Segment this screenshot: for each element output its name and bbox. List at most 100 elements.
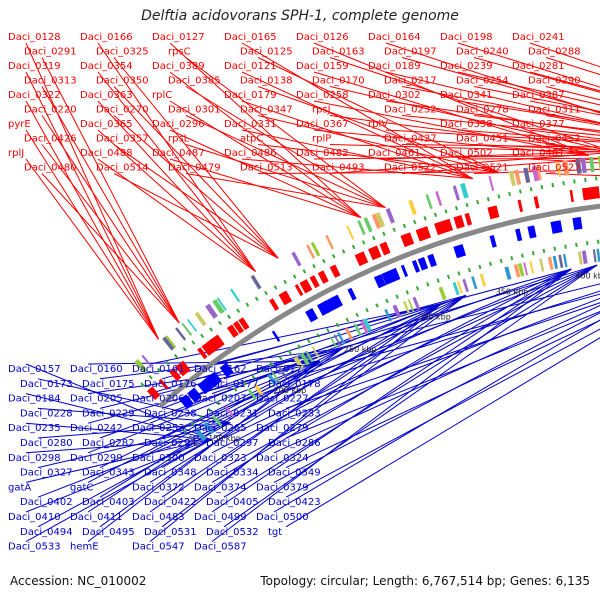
gene-label[interactable]: Daci_0347 xyxy=(240,105,293,116)
gene-label[interactable]: Daci_0363 xyxy=(80,90,133,101)
gene-label[interactable]: Daci_0173 xyxy=(20,379,73,390)
gene-label[interactable]: Daci_0357 xyxy=(96,134,149,145)
gene-label[interactable]: Daci_0172 xyxy=(256,364,309,375)
gene-label[interactable]: Daci_0170 xyxy=(312,76,365,87)
gene-label[interactable]: Daci_0231 xyxy=(206,408,259,419)
gene-label[interactable]: Daci_0128 xyxy=(8,32,61,43)
gene-label[interactable]: Daci_0207 xyxy=(194,394,247,405)
gene-label[interactable]: Daci_0157 xyxy=(8,364,61,375)
gene-label[interactable]: Daci_0296 xyxy=(152,119,205,130)
gene-label[interactable]: Daci_0301 xyxy=(168,105,221,116)
gene-label[interactable]: rplJ xyxy=(8,148,24,159)
gene-label[interactable]: Daci_0240 xyxy=(456,47,509,58)
gene-label[interactable]: Daci_0176 xyxy=(144,379,197,390)
gene-label[interactable]: Daci_0197 xyxy=(384,47,437,58)
gene-label[interactable]: rpsC xyxy=(168,47,191,58)
gene-label[interactable]: Daci_0481 xyxy=(512,148,565,159)
gene-label[interactable]: Daci_0258 xyxy=(296,90,349,101)
gene-label[interactable]: Daci_0547 xyxy=(132,542,185,553)
gene-label[interactable]: Daci_0242 xyxy=(70,423,123,434)
gene-label[interactable]: Daci_0241 xyxy=(512,32,565,43)
gene-label[interactable]: Daci_0163 xyxy=(312,47,365,58)
gene-label[interactable]: Daci_0426 xyxy=(24,134,77,145)
gene-label[interactable]: Daci_0233 xyxy=(268,408,321,419)
gene-label[interactable]: Daci_0162 xyxy=(194,364,247,375)
gene-label[interactable]: Daci_0480 xyxy=(24,163,77,174)
gene-label[interactable]: Daci_0377 xyxy=(512,119,565,130)
gene-label[interactable]: Daci_0217 xyxy=(384,76,437,87)
gene-label[interactable]: Daci_0302 xyxy=(368,90,421,101)
gene-label[interactable]: Daci_0451 xyxy=(456,134,509,145)
gene-label[interactable]: Daci_0499 xyxy=(194,512,247,523)
gene-label[interactable]: rpsL xyxy=(168,134,190,145)
gene-label[interactable]: Daci_0334 xyxy=(206,468,259,479)
gene-label[interactable]: Daci_0403 xyxy=(82,497,135,508)
gene-label[interactable]: Daci_0281 xyxy=(512,61,565,72)
gene-label[interactable]: Daci_0372 xyxy=(132,482,185,493)
gene-label[interactable]: Daci_0374 xyxy=(194,482,247,493)
gene-label[interactable]: Daci_0282 xyxy=(82,438,135,449)
gene-label[interactable]: Daci_0502 xyxy=(440,148,493,159)
gene-label[interactable]: Daci_0348 xyxy=(144,468,197,479)
gene-label[interactable]: Daci_0166 xyxy=(80,32,133,43)
gene-label[interactable]: Daci_0487 xyxy=(152,148,205,159)
gene-label[interactable]: Daci_0290 xyxy=(528,76,581,87)
gene-label[interactable]: Daci_0125 xyxy=(240,47,293,58)
gene-label[interactable]: atpC xyxy=(240,134,263,145)
gene-label[interactable]: gatC xyxy=(70,482,93,493)
gene-label[interactable]: Daci_0461 xyxy=(368,148,421,159)
gene-label[interactable]: Daci_0228 xyxy=(20,408,73,419)
gene-label[interactable]: Daci_0405 xyxy=(206,497,259,508)
gene-label[interactable]: Daci_0297 xyxy=(206,438,259,449)
gene-label[interactable]: Daci_0189 xyxy=(368,61,421,72)
gene-label[interactable]: Daci_0422 xyxy=(144,497,197,508)
gene-label[interactable]: Daci_0294 xyxy=(144,438,197,449)
gene-label[interactable]: Daci_0587 xyxy=(194,542,247,553)
gene-label[interactable]: Daci_0121 xyxy=(224,61,277,72)
gene-label[interactable]: Daci_0531 xyxy=(144,527,197,538)
gene-label[interactable]: Daci_0227 xyxy=(256,394,309,405)
gene-label[interactable]: Daci_0514 xyxy=(96,163,149,174)
gene-label[interactable]: Daci_0522 xyxy=(384,163,437,174)
gene-label[interactable]: Daci_0338 xyxy=(440,119,493,130)
gene-label[interactable]: Daci_0500 xyxy=(256,512,309,523)
gene-label[interactable]: Daci_0387 xyxy=(512,90,565,101)
gene-label[interactable]: Daci_0331 xyxy=(224,119,277,130)
gene-label[interactable]: Daci_0206 xyxy=(132,394,185,405)
gene-label[interactable]: Daci_0299 xyxy=(70,453,123,464)
gene-label[interactable]: Daci_0198 xyxy=(440,32,493,43)
gene-label[interactable]: Daci_0410 xyxy=(8,512,61,523)
gene-label[interactable]: Daci_0265 xyxy=(194,423,247,434)
gene-label[interactable]: Daci_0165 xyxy=(224,32,277,43)
gene-label[interactable]: Daci_0138 xyxy=(240,76,293,87)
gene-label[interactable]: Daci_0452 xyxy=(528,134,581,145)
gene-label[interactable]: Daci_0411 xyxy=(70,512,123,523)
gene-label[interactable]: Daci_0327 xyxy=(20,468,73,479)
gene-label[interactable]: Daci_0482 xyxy=(296,148,349,159)
gene-label[interactable]: Daci_0367 xyxy=(296,119,349,130)
gene-label[interactable]: Daci_0286 xyxy=(268,438,321,449)
gene-label[interactable]: Daci_0313 xyxy=(24,76,77,87)
gene-label[interactable]: Daci_0494 xyxy=(20,527,73,538)
gene-label[interactable]: Daci_0324 xyxy=(256,453,309,464)
gene-label[interactable]: Daci_0239 xyxy=(440,61,493,72)
gene-label[interactable]: Daci_0521 xyxy=(456,163,509,174)
gene-label[interactable]: Daci_0164 xyxy=(368,32,421,43)
gene-label[interactable]: Daci_0288 xyxy=(528,47,581,58)
gene-label[interactable]: Daci_0229 xyxy=(82,408,135,419)
gene-label[interactable]: rpsJ xyxy=(312,105,331,116)
gene-label[interactable]: Daci_0238 xyxy=(144,408,197,419)
gene-label[interactable]: Daci_0483 xyxy=(132,512,185,523)
gene-label[interactable]: Daci_0488 xyxy=(80,148,133,159)
gene-label[interactable]: gatA xyxy=(8,482,31,493)
gene-label[interactable]: hemE xyxy=(70,542,99,553)
gene-label[interactable]: Daci_0300 xyxy=(132,453,185,464)
gene-label[interactable]: Daci_0349 xyxy=(268,468,321,479)
gene-label[interactable]: Daci_0253 xyxy=(132,423,185,434)
gene-label[interactable]: Daci_0184 xyxy=(8,394,61,405)
gene-label[interactable]: Daci_0270 xyxy=(96,105,149,116)
gene-label[interactable]: Daci_0319 xyxy=(8,61,61,72)
gene-label[interactable]: tgt xyxy=(268,527,282,538)
gene-label[interactable]: Daci_0311 xyxy=(528,105,581,116)
